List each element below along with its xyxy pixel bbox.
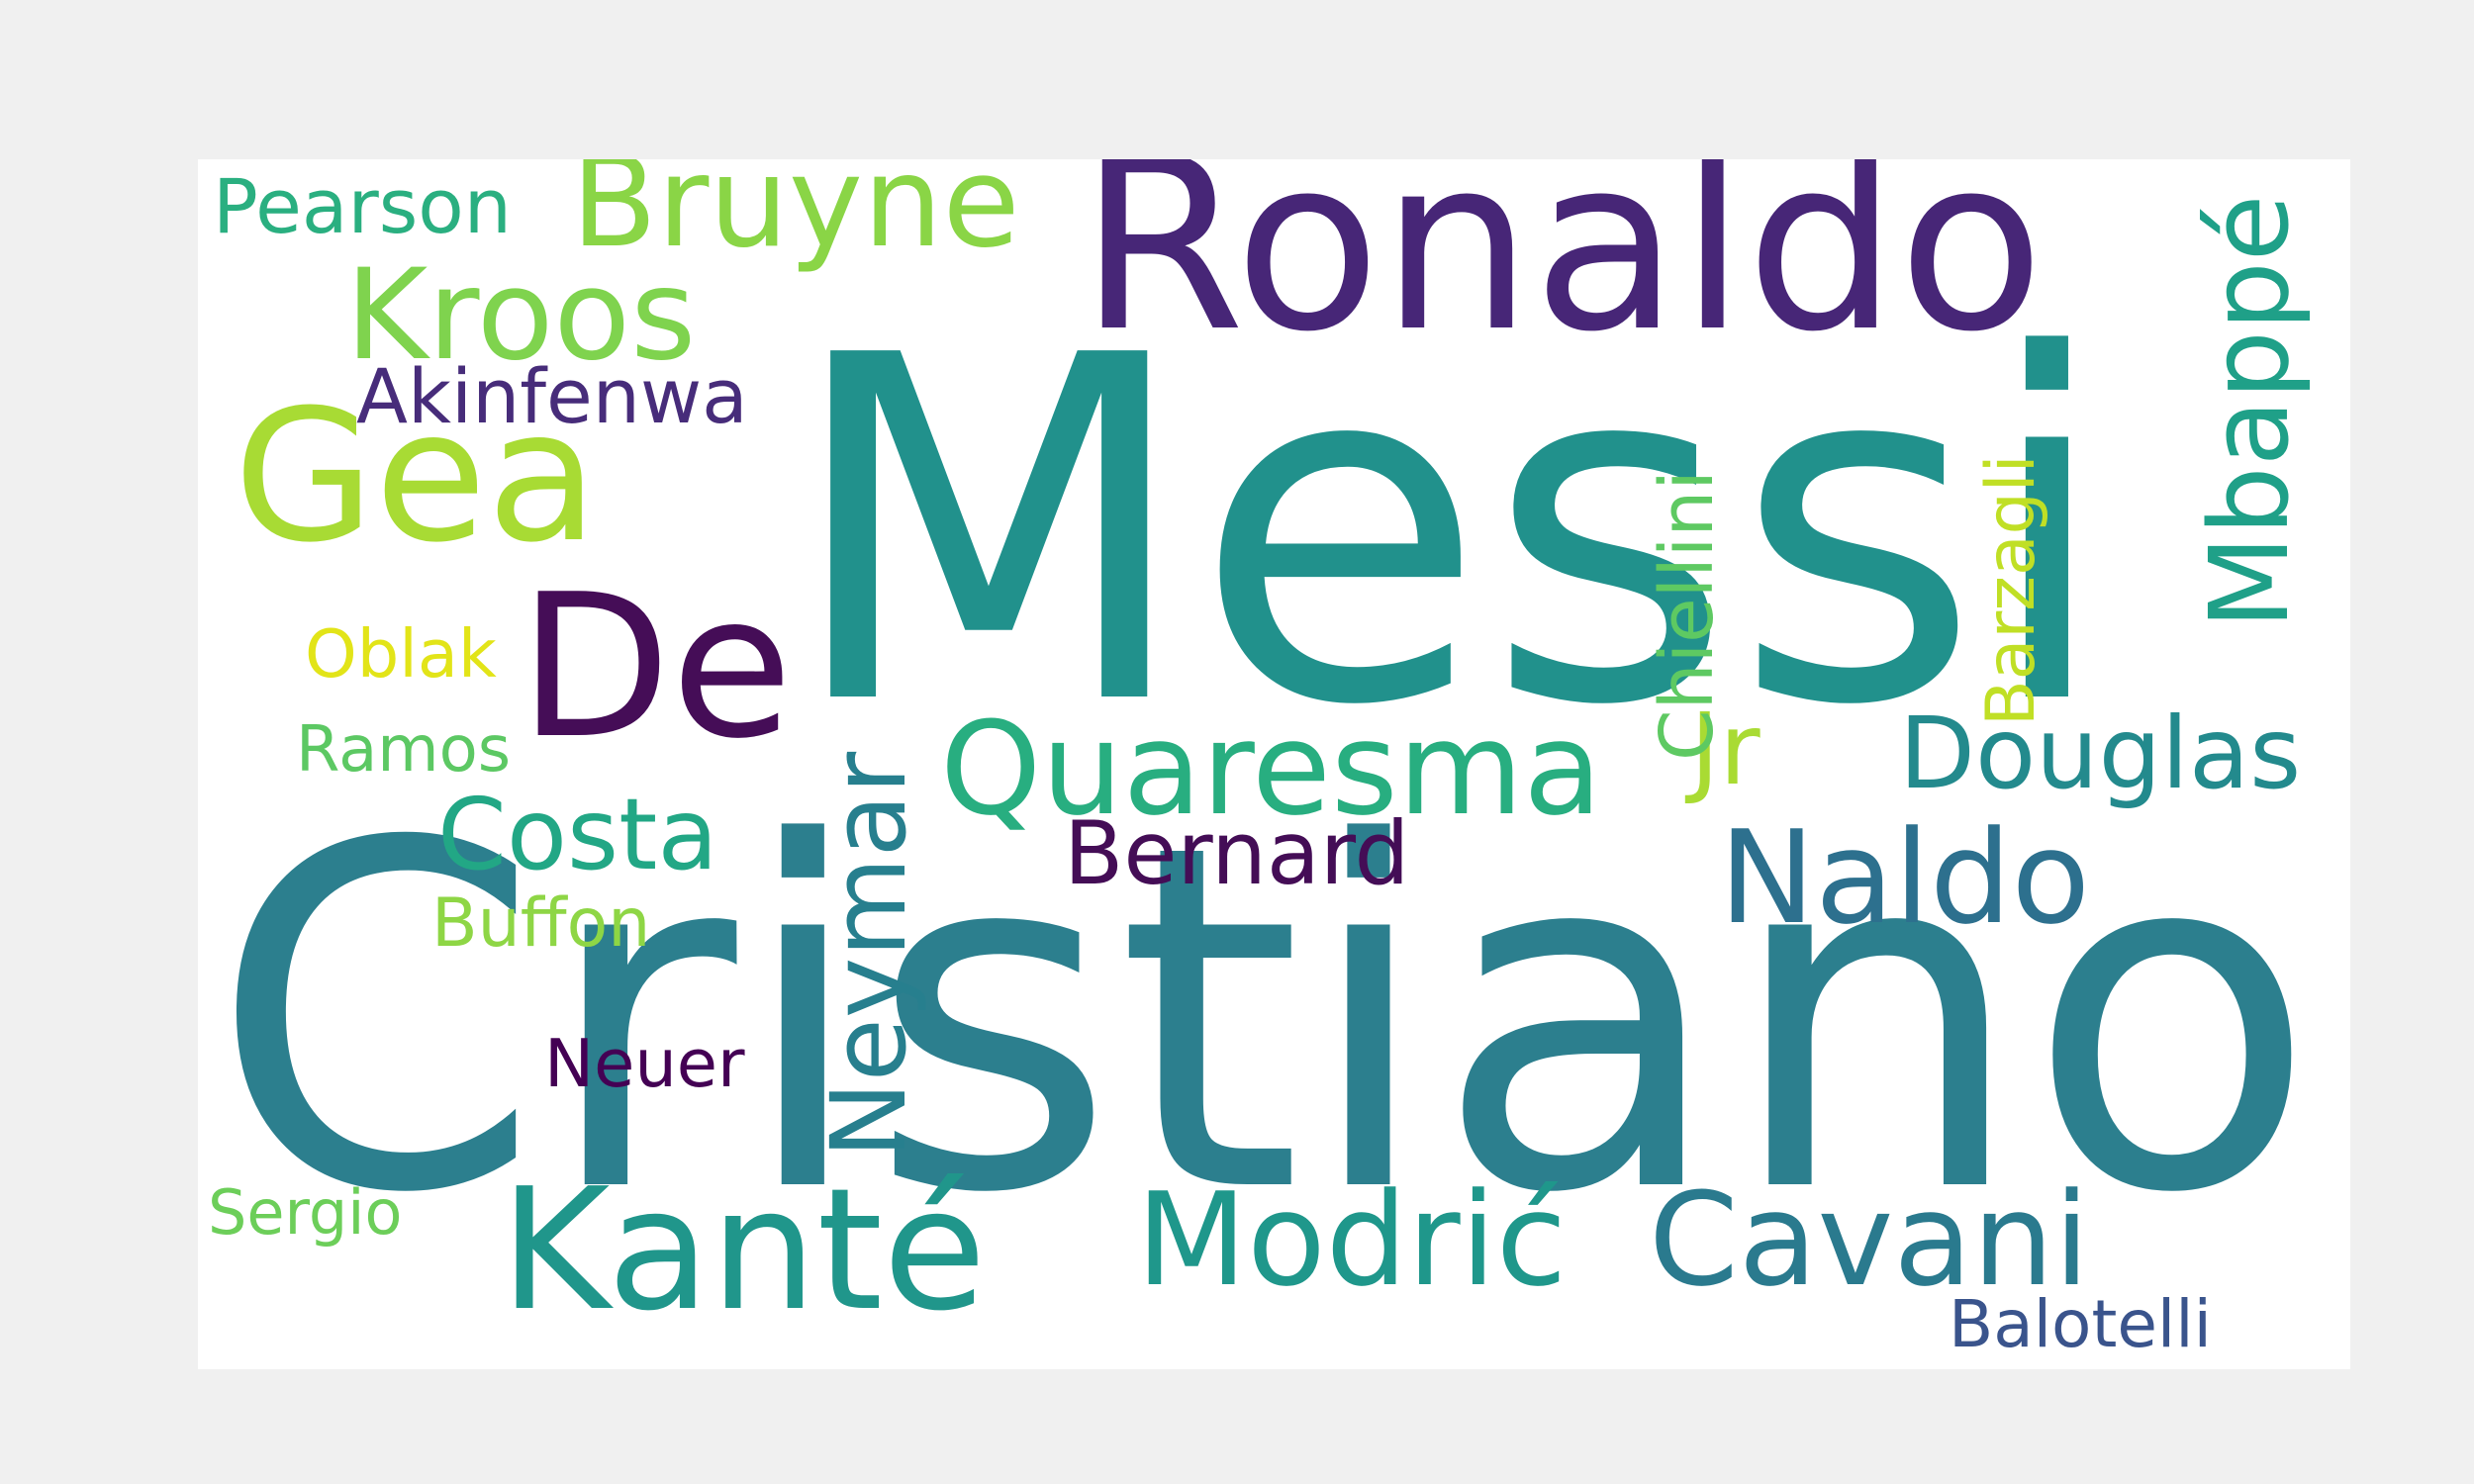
word-costa: Costa bbox=[437, 777, 718, 892]
word-balotelli: Balotelli bbox=[1949, 1286, 2212, 1362]
word-sergio: Sergio bbox=[208, 1176, 403, 1249]
word-naldo: Naldo bbox=[1719, 802, 2091, 953]
word-douglas: Douglas bbox=[1899, 696, 2302, 811]
word-kante: Kanté bbox=[500, 1153, 987, 1348]
word-neuer: Neuer bbox=[544, 1025, 745, 1102]
word-pearson: Pearson bbox=[213, 162, 512, 250]
word-bernard: Bernard bbox=[1064, 802, 1410, 904]
word-cloud: Messi Cristiano Ronaldo Gea De Kanté Qua… bbox=[198, 159, 2350, 1369]
word-mbappe: Mbappé bbox=[2186, 194, 2313, 629]
word-ronaldo: Ronaldo bbox=[1079, 159, 2045, 385]
word-modric: Modrić bbox=[1136, 1164, 1568, 1315]
word-akinfenwa: Akinfenwa bbox=[356, 352, 748, 440]
word-de: De bbox=[519, 552, 794, 783]
word-gea: Gea bbox=[234, 371, 599, 583]
word-barzagli: Barzagli bbox=[1972, 454, 2050, 726]
word-messi: Messi bbox=[784, 256, 2113, 809]
word-oblak: Oblak bbox=[305, 615, 497, 693]
word-ramos: Ramos bbox=[296, 713, 512, 787]
word-buffon: Buffon bbox=[431, 884, 651, 963]
word-bruyne: Bruyne bbox=[571, 159, 1020, 275]
word-quaresma: Quaresma bbox=[940, 694, 1602, 844]
word-chiellini: Chiellini bbox=[1645, 470, 1730, 761]
word-kroos: Kroos bbox=[345, 241, 697, 388]
word-cristiano: Cristiano bbox=[210, 744, 2318, 1297]
word-neymar: Neymar bbox=[809, 751, 929, 1159]
word-jr: Jr bbox=[1690, 692, 1760, 807]
word-cavani: Cavani bbox=[1649, 1164, 2090, 1315]
